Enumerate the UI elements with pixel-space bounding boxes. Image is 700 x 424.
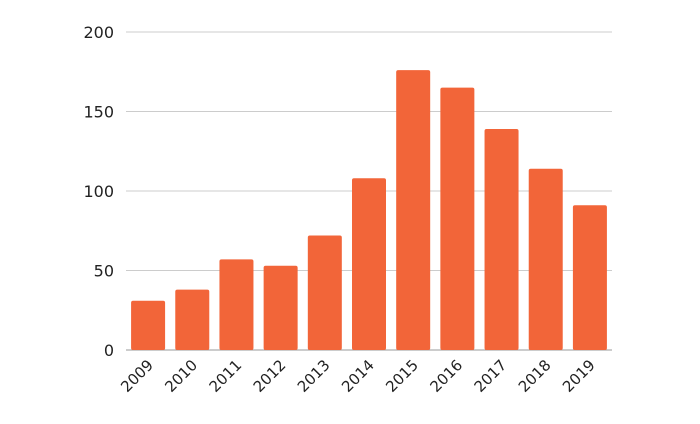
x-axis-ticks: 2009 2010 2011 2012 2013 2014 2015 2016 2017 2018… bbox=[117, 356, 599, 396]
y-axis-ticks: 0 50 100 150 200 bbox=[83, 23, 114, 360]
x-tick-label: 2016 bbox=[426, 356, 466, 396]
bar-2010 bbox=[175, 289, 210, 350]
bar-layer bbox=[131, 70, 607, 351]
bar-2018 bbox=[528, 168, 563, 350]
x-tick-label: 2017 bbox=[471, 356, 511, 396]
x-tick-label: 2013 bbox=[294, 356, 334, 396]
x-tick-label: 2015 bbox=[382, 356, 422, 396]
bar-2015 bbox=[396, 70, 431, 350]
x-tick-label: 2010 bbox=[161, 356, 201, 396]
bar-2017 bbox=[484, 128, 519, 350]
y-tick-label: 100 bbox=[83, 182, 114, 201]
bar-2012 bbox=[263, 265, 298, 350]
bar-2014 bbox=[352, 178, 386, 350]
bar-2016 bbox=[440, 87, 475, 351]
x-tick-label: 2018 bbox=[515, 356, 555, 396]
x-tick-label: 2012 bbox=[250, 356, 290, 396]
bar-2019 bbox=[572, 205, 607, 350]
bar-2011 bbox=[219, 259, 254, 350]
x-tick-label: 2014 bbox=[338, 356, 378, 396]
y-tick-label: 0 bbox=[104, 341, 114, 360]
x-tick-label: 2019 bbox=[559, 356, 599, 396]
bar-2013 bbox=[307, 235, 342, 350]
bar-2009 bbox=[131, 300, 166, 350]
x-tick-label: 2009 bbox=[117, 356, 157, 396]
y-tick-label: 150 bbox=[83, 103, 114, 122]
x-tick-label: 2011 bbox=[206, 356, 246, 396]
y-tick-label: 50 bbox=[94, 262, 114, 281]
y-tick-label: 200 bbox=[83, 23, 114, 42]
